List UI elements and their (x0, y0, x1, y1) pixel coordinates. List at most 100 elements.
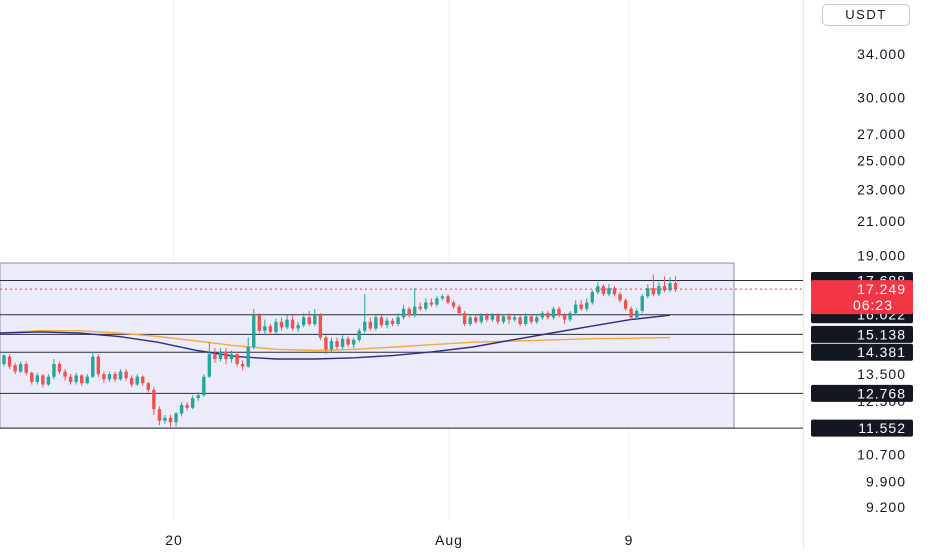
candle-body (507, 316, 511, 320)
candle-body (129, 377, 134, 385)
candle-body (357, 330, 361, 340)
candle-body (418, 306, 422, 309)
candle-body (335, 341, 339, 347)
candle-body (163, 417, 167, 421)
candle-body (635, 310, 639, 318)
candle-body (135, 376, 139, 385)
candle-body (207, 354, 212, 377)
candle-body (401, 308, 406, 318)
candle-body (346, 338, 350, 345)
candle-body (63, 371, 67, 377)
candle-body (529, 316, 533, 322)
candle-body (229, 354, 234, 360)
candle-body (252, 315, 256, 347)
y-tick-label: 25.000 (857, 153, 906, 169)
candle-body (490, 315, 495, 320)
y-tick-label: 23.000 (857, 181, 906, 197)
currency-selector[interactable]: USDT (822, 4, 910, 26)
candle-body (57, 363, 62, 372)
candle-body (568, 313, 572, 320)
candle-body (540, 313, 545, 318)
candle-body (302, 317, 306, 326)
level-label: 15.138 (857, 326, 906, 342)
candle-body (257, 315, 261, 331)
candle-body (307, 317, 311, 324)
candle-body (424, 302, 428, 309)
candle-body (446, 296, 450, 303)
y-tick-label: 34.000 (857, 46, 906, 62)
x-tick-label: Aug (435, 532, 463, 548)
y-tick-label: 21.000 (857, 213, 906, 229)
y-tick-label: 19.000 (857, 248, 906, 264)
candle-body (202, 376, 206, 396)
candle-body (213, 354, 217, 360)
candle-body (18, 363, 23, 372)
candle-body (590, 292, 594, 303)
candle-body (263, 326, 267, 331)
candle-body (285, 319, 289, 328)
candle-body (468, 317, 472, 324)
candle-body (2, 355, 6, 364)
candle-body (196, 395, 200, 399)
candle-body (640, 296, 644, 311)
candle-body (152, 389, 156, 410)
candle-body (668, 283, 672, 291)
candle-body (662, 286, 667, 291)
candle-body (102, 374, 106, 380)
candle-body (457, 306, 461, 314)
candle-body (623, 300, 628, 309)
candle-body (585, 302, 589, 309)
candle-body (80, 375, 84, 384)
countdown-label: 06:23 (853, 297, 893, 313)
candle-body (496, 315, 500, 322)
candle-body (30, 372, 34, 382)
candle-body (524, 316, 528, 324)
candle-body (141, 376, 145, 384)
candle-body (429, 302, 434, 305)
candle-body (268, 326, 273, 332)
candle-body (91, 356, 95, 377)
candle-body (512, 317, 517, 320)
y-tick-label: 9.900 (866, 474, 906, 490)
last-price-box (811, 280, 913, 315)
candle-body (479, 315, 483, 322)
candle-body (557, 308, 561, 316)
candle-body (96, 356, 101, 375)
x-tick-label: 9 (625, 532, 634, 548)
candle-body (546, 313, 550, 318)
level-label-box (811, 343, 913, 361)
level-label-box (811, 325, 913, 343)
candle-body (185, 404, 189, 408)
candle-body (651, 288, 656, 295)
candle-body (7, 356, 12, 367)
candle-body (74, 375, 78, 382)
range-box (0, 262, 735, 429)
candle-body (191, 398, 195, 408)
candle-body (52, 363, 56, 377)
candle-body (240, 363, 245, 367)
candle-body (379, 317, 384, 326)
candle-body (562, 315, 567, 320)
y-tick-label: 9.200 (866, 499, 906, 515)
level-label: 12.768 (857, 385, 906, 401)
candle-body (629, 308, 633, 318)
y-tick-label: 27.000 (857, 126, 906, 142)
candle-body (618, 294, 622, 301)
candle-body (435, 298, 439, 305)
candle-body (279, 321, 284, 328)
candle-body (24, 363, 28, 373)
candle-body (118, 371, 123, 380)
candle-body (462, 313, 467, 324)
candle-body (318, 315, 323, 338)
candle-body (596, 286, 600, 293)
candle-body (474, 317, 478, 322)
candle-body (157, 409, 162, 421)
candle-body (485, 315, 489, 320)
candle-body (518, 317, 522, 324)
candle-body (68, 376, 73, 382)
candle-body (351, 339, 356, 345)
candle-body (174, 413, 178, 423)
candle-body (657, 286, 661, 295)
